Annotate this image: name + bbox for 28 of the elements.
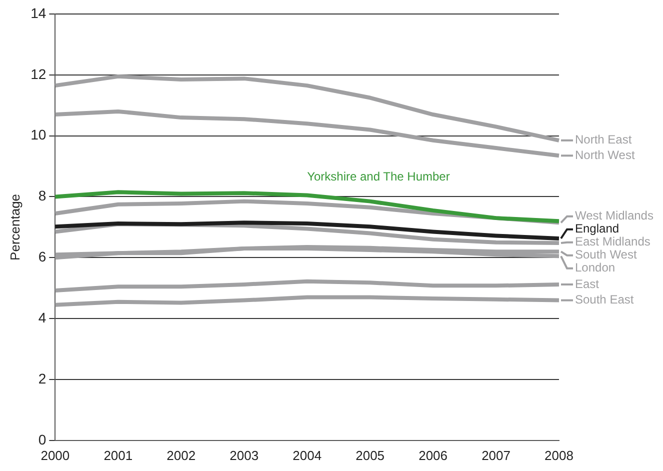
legend-label: West Midlands xyxy=(575,208,654,223)
x-tick-label: 2008 xyxy=(544,448,574,463)
legend-label: North East xyxy=(575,132,632,147)
y-tick-label: 2 xyxy=(38,370,46,386)
series-label: London xyxy=(575,260,616,275)
y-tick-label: 8 xyxy=(38,188,46,204)
x-tick-label: 2000 xyxy=(40,448,70,463)
y-tick-label: 0 xyxy=(38,431,46,448)
legend-label: South West xyxy=(575,248,638,262)
y-tick-label: 4 xyxy=(38,309,46,326)
x-tick-label: 2003 xyxy=(230,448,259,463)
x-tick-label: 2007 xyxy=(482,448,510,463)
x-tick-label: 2006 xyxy=(418,448,448,463)
x-tick-label: 2002 xyxy=(166,448,196,463)
x-tick-label: 2005 xyxy=(356,448,385,463)
x-tick-label: 2004 xyxy=(292,448,322,463)
y-tick-label: 12 xyxy=(30,66,46,82)
x-tick-label: 2001 xyxy=(104,448,133,463)
y-tick-label: 6 xyxy=(38,248,46,265)
legend-label: South East xyxy=(575,292,634,307)
legend-label: North West xyxy=(575,148,636,162)
legend-label: England xyxy=(575,222,620,236)
legend-label: East xyxy=(575,276,600,291)
y-tick-label: 10 xyxy=(30,126,46,143)
y-tick-label: 14 xyxy=(30,4,46,21)
y-axis-title: Percentage xyxy=(7,194,22,260)
series-label: Yorkshire and The Humber xyxy=(307,170,450,184)
legend-label: East Midlands xyxy=(575,234,650,249)
